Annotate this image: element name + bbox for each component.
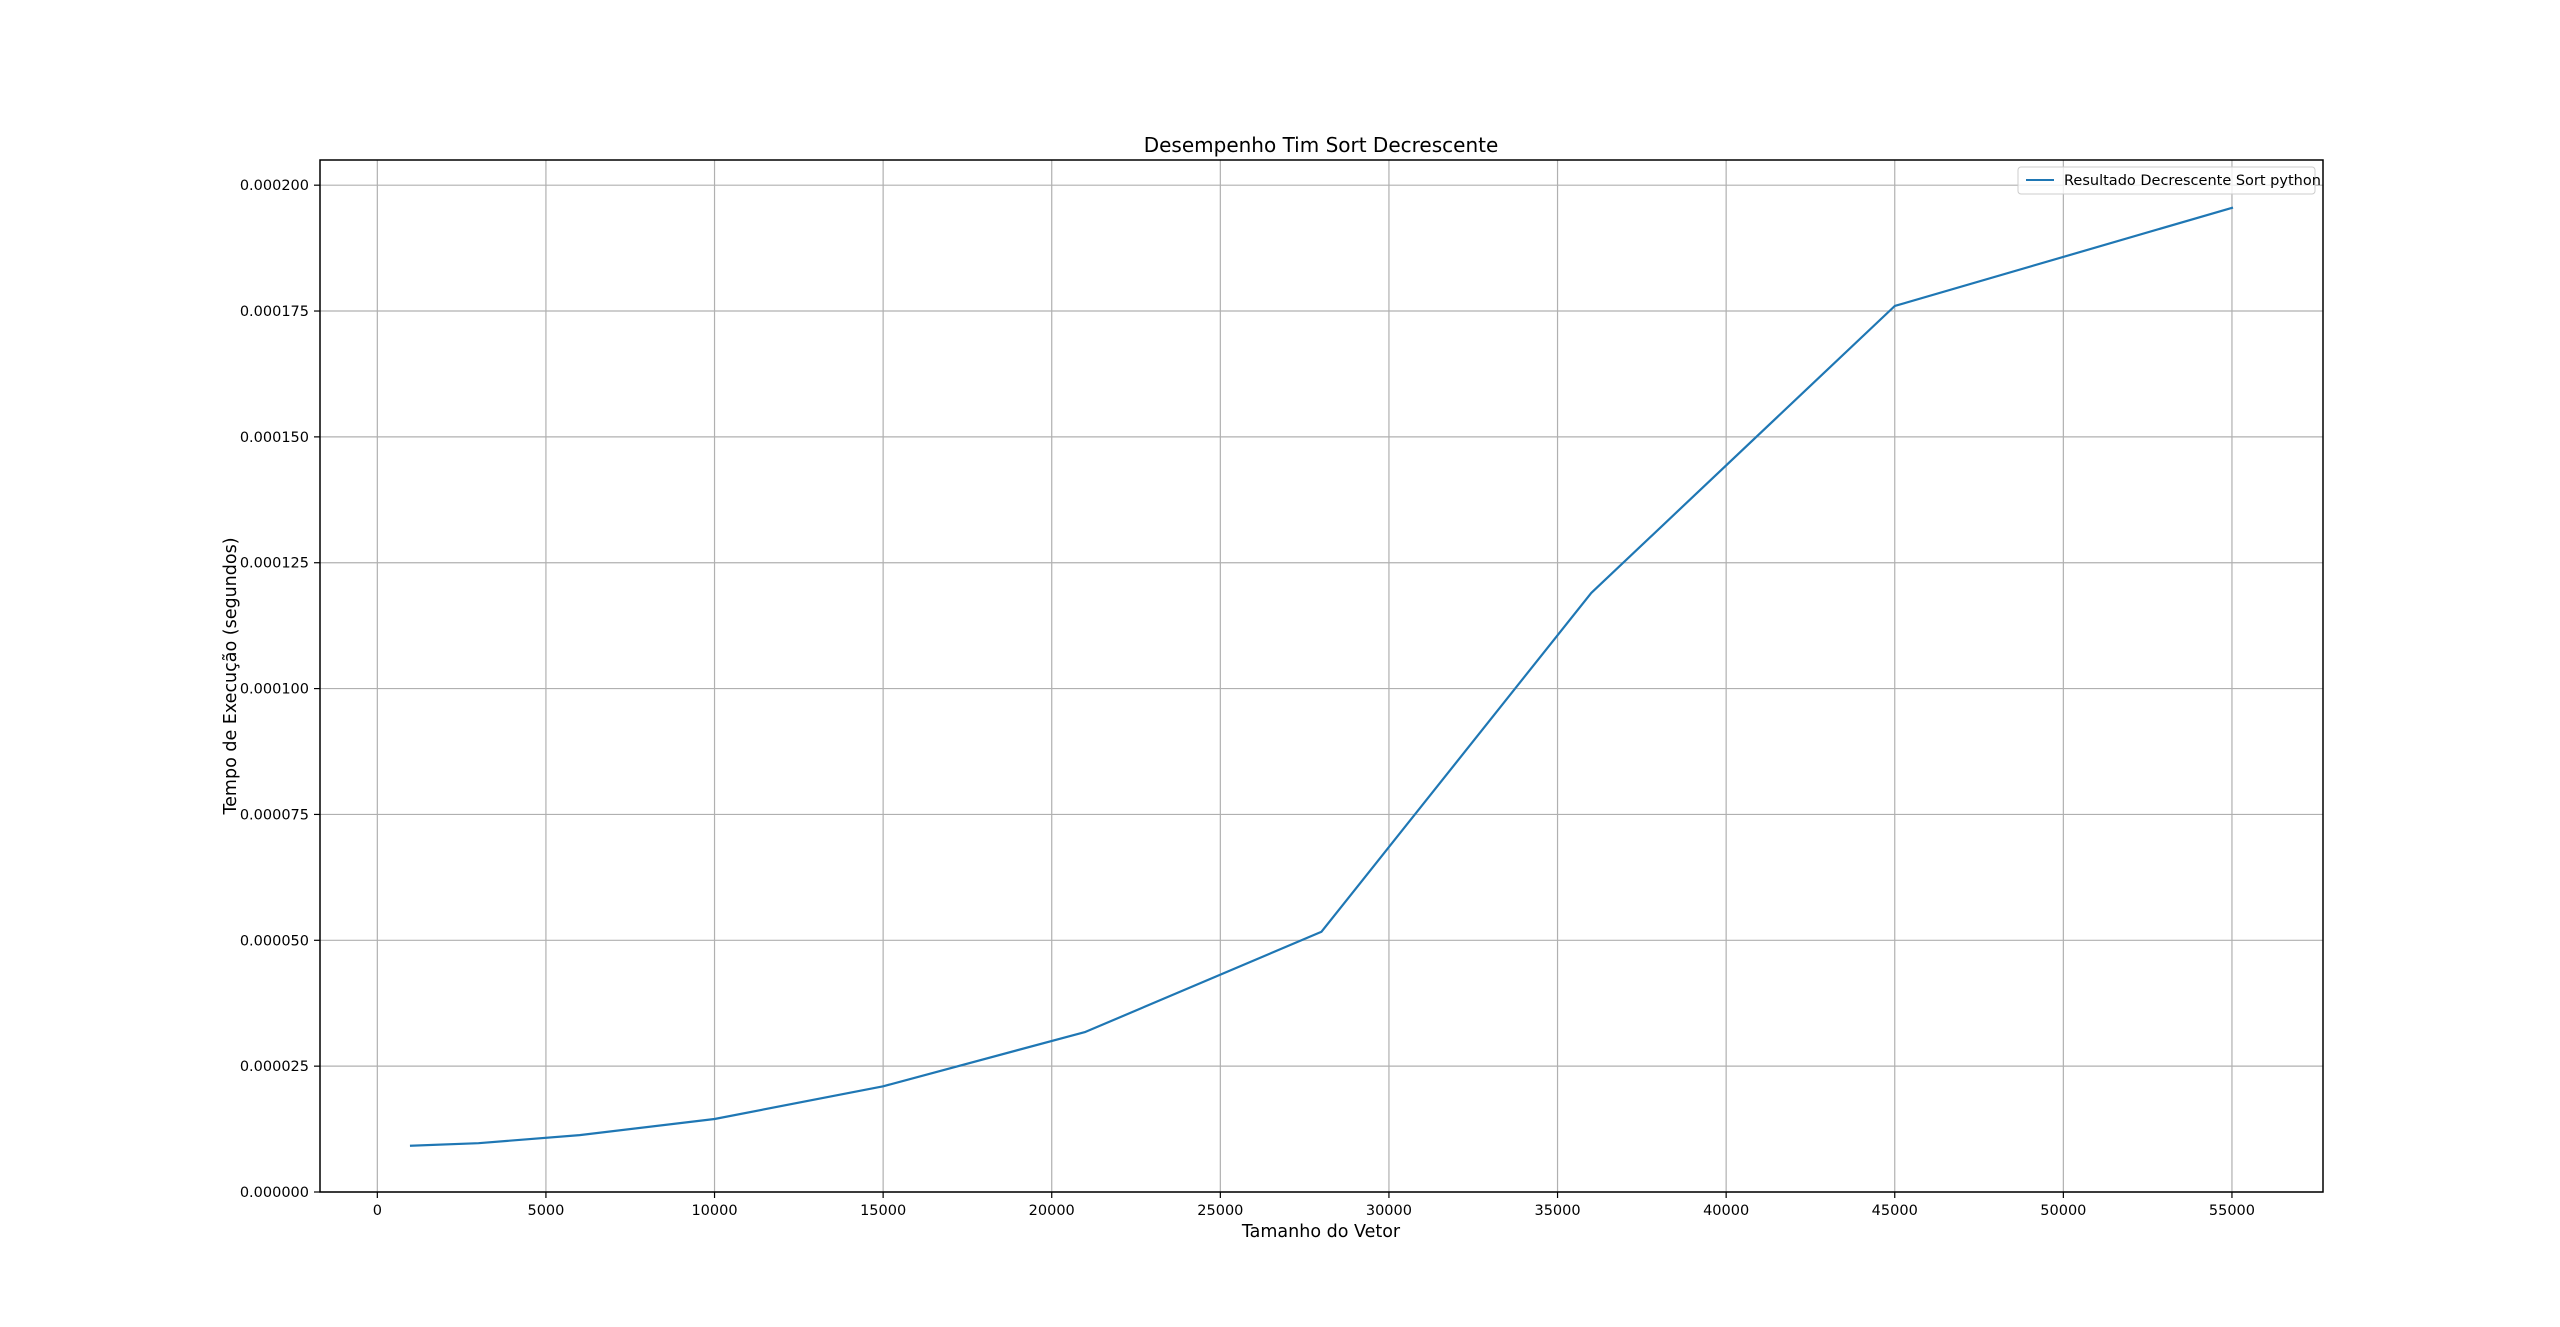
legend-label: Resultado Decrescente Sort python [2064, 173, 2321, 189]
grid [320, 160, 2323, 1193]
y-tick-label: 0.000000 [240, 1185, 309, 1201]
x-tick-label: 20000 [1029, 1203, 1075, 1219]
x-tick-label: 45000 [1872, 1203, 1918, 1219]
x-tick-label: 35000 [1534, 1203, 1580, 1219]
y-tick-label: 0.000025 [240, 1059, 309, 1075]
x-tick-label: 55000 [2209, 1203, 2255, 1219]
legend-box [2017, 166, 2316, 195]
x-tick-label: 15000 [860, 1203, 906, 1219]
y-tick-label: 0.000050 [240, 933, 309, 949]
plot-frame [319, 159, 2324, 1193]
series-layer [409, 206, 2234, 1147]
x-tick-label: 10000 [691, 1203, 737, 1219]
y-axis: 0.000000 0.000025 0.000050 0.000075 0.000100… [240, 178, 320, 1201]
x-tick-label: 0 [373, 1203, 382, 1219]
plot-area [320, 160, 2323, 1192]
x-tick-label: 30000 [1366, 1203, 1412, 1219]
x-tick-label: 25000 [1197, 1203, 1243, 1219]
chart-title: Desempenho Tim Sort Decrescente [1144, 133, 1499, 157]
y-tick-label: 0.000175 [240, 304, 309, 320]
y-tick-label: 0.000100 [240, 682, 309, 698]
legend: Resultado Decrescente Sort python [2017, 166, 2321, 195]
y-tick-label: 0.000150 [240, 430, 309, 446]
x-axis-label: Tamanho do Vetor [1241, 1222, 1401, 1242]
x-tick-label: 5000 [527, 1203, 564, 1219]
y-tick-label: 0.000125 [240, 556, 309, 572]
y-axis-label: Tempo de Execução (segundos) [221, 537, 241, 815]
x-axis: 0 5000 10000 15000 20000 25000 30000 35000 40000… [373, 1192, 2255, 1219]
x-tick-label: 50000 [2040, 1203, 2086, 1219]
series-line [409, 206, 2234, 1147]
x-tick-label: 40000 [1703, 1203, 1749, 1219]
y-tick-label: 0.000075 [240, 807, 309, 823]
y-tick-label: 0.000200 [240, 178, 309, 194]
